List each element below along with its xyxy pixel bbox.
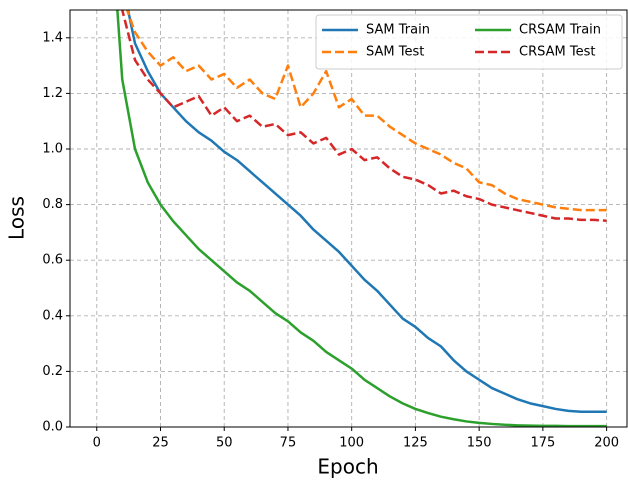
x-tick-label: 125 [403, 436, 428, 451]
x-tick-label: 50 [216, 436, 233, 451]
line-series [120, 10, 607, 222]
line-series [125, 10, 607, 212]
x-tick-label: 25 [152, 436, 169, 451]
legend-label: SAM Test [366, 45, 424, 60]
x-tick-label: 100 [339, 436, 364, 451]
plot-frame [69, 9, 628, 428]
y-tick-label: 1.4 [42, 30, 63, 45]
y-tick-label: 1.0 [42, 142, 63, 157]
x-tick-label: 0 [93, 436, 101, 451]
legend-box [315, 14, 623, 70]
x-tick-label: 150 [467, 436, 492, 451]
legend-label: CRSAM Train [519, 23, 601, 38]
y-axis-label: Loss [5, 196, 29, 240]
y-tick-label: 0.0 [42, 420, 63, 435]
x-tick-label: 75 [280, 436, 297, 451]
legend-label: CRSAM Test [519, 45, 595, 60]
line-series [116, 10, 607, 427]
line-series [126, 10, 607, 413]
y-tick-label: 0.6 [42, 253, 63, 268]
legend-label: SAM Train [366, 23, 430, 38]
x-tick-label: 200 [594, 436, 619, 451]
y-tick-label: 0.2 [42, 364, 63, 379]
x-axis-label: Epoch [317, 455, 378, 479]
y-tick-label: 1.2 [42, 86, 63, 101]
y-tick-label: 0.8 [42, 197, 63, 212]
y-tick-label: 0.4 [42, 308, 63, 323]
x-tick-label: 175 [530, 436, 555, 451]
